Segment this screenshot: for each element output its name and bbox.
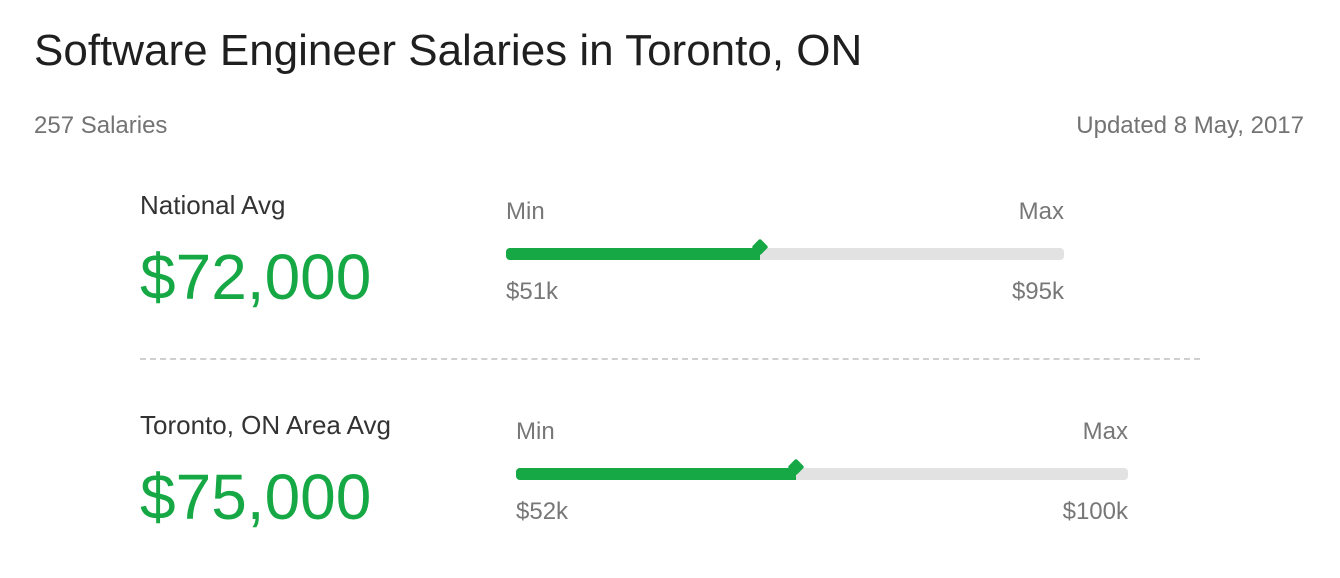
range-min-value: $52k <box>516 498 569 525</box>
range-fill <box>516 468 797 480</box>
national-avg-value: $72,000 <box>140 241 372 313</box>
area-range: Min Max $52k $100k <box>516 418 1128 538</box>
salary-count: 257 Salaries <box>34 112 168 139</box>
range-max-label: Max <box>1082 418 1128 445</box>
range-max-value: $100k <box>1062 498 1128 525</box>
area-avg-label: Toronto, ON Area Avg <box>140 410 391 440</box>
area-avg-value: $75,000 <box>140 461 372 533</box>
range-max-value: $95k <box>1011 278 1064 305</box>
range-track <box>516 458 1128 480</box>
range-track <box>506 238 1064 260</box>
national-avg-label: National Avg <box>140 190 286 220</box>
row-divider <box>140 358 1200 360</box>
updated-date: Updated 8 May, 2017 <box>1076 112 1304 139</box>
range-min-label: Min <box>516 418 555 445</box>
range-min-value: $51k <box>506 278 559 305</box>
range-fill <box>506 248 760 260</box>
page-title: Software Engineer Salaries in Toronto, O… <box>34 26 863 75</box>
range-min-label: Min <box>506 198 545 225</box>
national-range: Min Max $51k $95k <box>506 198 1064 318</box>
range-max-label: Max <box>1018 198 1064 225</box>
